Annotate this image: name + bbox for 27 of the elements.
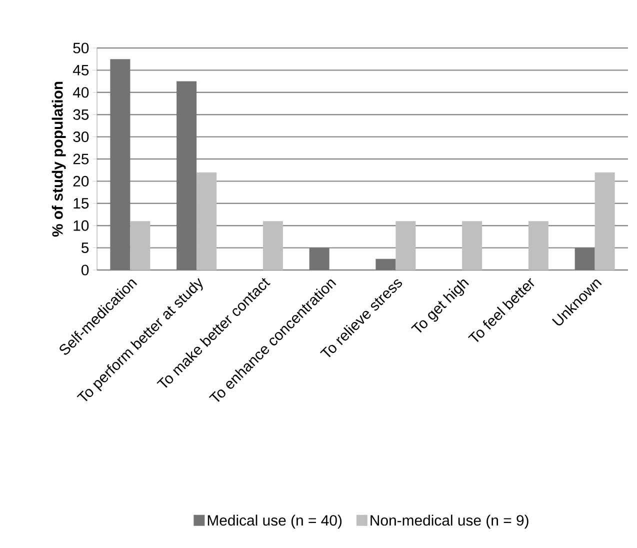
bar [574, 248, 595, 270]
bar [594, 172, 615, 270]
bar [309, 248, 330, 270]
legend-label: Non-medical use (n = 9) [370, 514, 528, 529]
y-tick-label: 25 [73, 154, 89, 164]
bar [462, 221, 482, 270]
bar [110, 59, 130, 270]
bar [262, 221, 283, 270]
y-tick-label: 50 [73, 42, 89, 54]
y-tick-label: 15 [74, 198, 89, 209]
y-tick-label: 40 [72, 87, 89, 98]
y-tick-label: 30 [73, 132, 89, 142]
legend-label: Medical use (n = 40) [208, 514, 342, 529]
bar [528, 221, 548, 270]
y-tick-label: 0 [81, 264, 89, 276]
bar [196, 172, 217, 270]
bar [376, 258, 396, 270]
y-axis-title: % of study population [52, 82, 66, 237]
bar [130, 221, 150, 270]
y-tick-label: 45 [72, 64, 89, 76]
y-tick-label: 5 [82, 242, 89, 254]
bar [176, 81, 197, 270]
bar [396, 221, 416, 270]
y-tick-label: 35 [73, 109, 89, 120]
x-tick-label: To get high [410, 280, 470, 333]
y-tick-label: 20 [73, 176, 89, 186]
y-tick-label: 10 [74, 220, 89, 231]
